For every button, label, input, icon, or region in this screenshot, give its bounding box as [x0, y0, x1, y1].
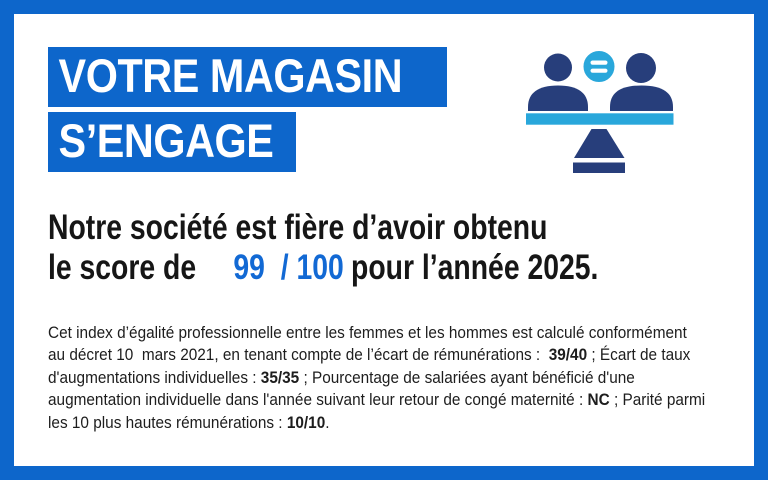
balance-base-icon	[573, 162, 625, 173]
paragraph-text: ; Parité parmi	[609, 391, 706, 410]
paragraph-text: augmentation individuelle dans l'année s…	[48, 391, 588, 410]
person-right-body-icon	[610, 85, 673, 111]
headline-line2-prefix: le score de	[48, 248, 197, 287]
person-right-head-icon	[626, 53, 656, 83]
balance-beam-icon	[526, 113, 674, 125]
paragraph-line: d'augmentations individuelles : 35/35 ; …	[48, 367, 736, 389]
banner-line1-label: VOTRE MAGASIN	[58, 49, 403, 102]
headline: Notre société est fière d’avoir obtenu l…	[48, 208, 745, 288]
banner-line2-label: S’ENGAGE	[58, 114, 274, 167]
paragraph-text: ; Écart de taux	[587, 346, 691, 365]
headline-line2-suffix: pour l’année 2025.	[351, 248, 599, 287]
equals-icon	[580, 50, 618, 85]
paragraph-text: les 10 plus hautes rémunérations :	[48, 413, 287, 432]
gender-equality-balance-icon	[526, 50, 674, 173]
paragraph-line: les 10 plus hautes rémunérations : 10/10…	[48, 412, 736, 434]
paragraph-line: augmentation individuelle dans l'année s…	[48, 389, 736, 411]
banner-votre-magasin: VOTRE MAGASIN	[48, 47, 447, 107]
score-detail-value: 35/35	[260, 368, 300, 387]
legal-paragraph: Cet index d’égalité professionnelle entr…	[48, 322, 736, 434]
paragraph-line: au décret 10 mars 2021, en tenant compte…	[48, 344, 736, 366]
headline-line1: Notre société est fière d’avoir obtenu	[48, 208, 548, 247]
banner-sengage: S’ENGAGE	[48, 112, 296, 172]
paragraph-text: d'augmentations individuelles :	[48, 368, 261, 387]
headline-line2: le score de 99 / 100 pour l’année 2025.	[48, 248, 745, 288]
paragraph-text: au décret 10 mars 2021, en tenant compte…	[48, 346, 549, 365]
person-left-body-icon	[528, 85, 588, 111]
balance-fulcrum-icon	[574, 129, 625, 158]
paragraph-text: ; Pourcentage de salariées ayant bénéfic…	[299, 368, 635, 387]
score-value: 99 / 100	[233, 248, 344, 287]
score-detail-value: 39/40	[548, 346, 588, 365]
paragraph-text: Cet index d’égalité professionnelle entr…	[48, 324, 687, 342]
person-left-head-icon	[544, 53, 572, 82]
score-detail-value: NC	[587, 391, 610, 410]
paragraph-text: .	[325, 413, 330, 432]
paragraph-line: Cet index d’égalité professionnelle entr…	[48, 322, 736, 344]
score-detail-value: 10/10	[286, 413, 326, 432]
